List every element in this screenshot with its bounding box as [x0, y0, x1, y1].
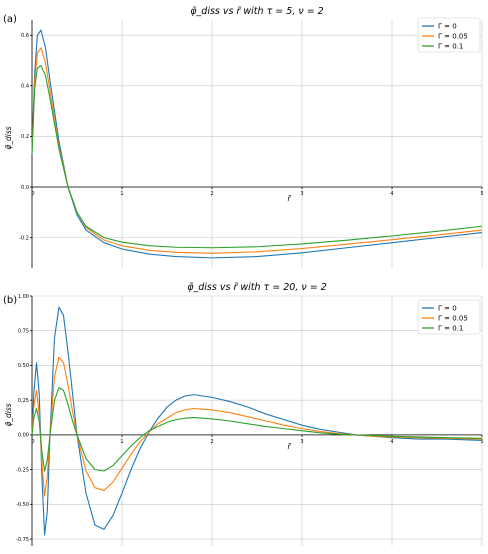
legend: Γ = 0 Γ = 0.05 Γ = 0.1: [417, 299, 481, 335]
legend-label-3: Γ = 0.1: [438, 43, 463, 51]
x-tick-label: 2: [210, 439, 213, 445]
y-tick-label: 0.00: [18, 433, 29, 439]
series-line-3: [31, 387, 483, 472]
x-tick-label: 4: [390, 191, 393, 197]
legend-label-3: Γ = 0.1: [438, 325, 463, 333]
y-axis-label: φ̃_diss: [4, 403, 13, 426]
y-tick-label: -0.2: [19, 235, 29, 241]
y-tick-label: 0.25: [18, 398, 29, 404]
y-tick-label: -0.25: [16, 467, 29, 473]
x-axis-label: r̃: [287, 442, 291, 451]
y-tick-label: 1.00: [18, 294, 29, 300]
legend-label-2: Γ = 0.05: [438, 33, 468, 41]
series-line-2: [31, 356, 483, 497]
x-axis-label: r̃: [287, 194, 291, 203]
y-tick-label: 0.50: [18, 363, 29, 369]
y-tick-label: -0.50: [16, 502, 29, 508]
series-line-3: [31, 65, 483, 249]
legend: Γ = 0 Γ = 0.05 Γ = 0.1: [417, 17, 481, 53]
x-tick-label: 5: [480, 191, 483, 197]
y-tick-label: 0.6: [21, 33, 29, 39]
panel-label: (b): [3, 295, 17, 306]
x-tick-label: 3: [300, 191, 303, 197]
x-tick-label: 3: [300, 439, 303, 445]
chart-panel-2: 0 1 2 3 4 5 1.00 0.75 0.50 0.25 0.00 -0.25 -0.50 -0.7…: [3, 282, 484, 546]
y-axis-label: φ̃_diss: [4, 126, 13, 149]
x-tick-label: 1: [120, 191, 123, 197]
series-line-1: [31, 306, 483, 536]
x-tick-label: 1: [120, 439, 123, 445]
y-tick-label: 0.2: [21, 134, 29, 140]
series-line-1: [31, 29, 483, 259]
x-tick-label: 0: [31, 439, 34, 445]
series-line-2: [31, 47, 483, 254]
chart-title: φ̃_diss vs r̃ with τ = 20, ν = 2: [187, 282, 327, 293]
chart-panel-1: 0 1 2 3 4 5 0.6 0.4 0.2 0.0 -0.2 φ̃_diss vs r̃ with…: [3, 6, 484, 268]
x-tick-label: 2: [210, 191, 213, 197]
y-tick-label: 0.0: [21, 185, 29, 191]
legend-label-1: Γ = 0: [438, 305, 457, 313]
x-tick-label: 5: [480, 439, 483, 445]
y-tick-label: 0.4: [21, 84, 29, 90]
x-tick-label: 4: [390, 439, 393, 445]
y-tick-label: -0.75: [16, 537, 29, 543]
legend-label-2: Γ = 0.05: [438, 315, 468, 323]
x-tick-label: 0: [31, 191, 34, 197]
panel-label: (a): [3, 14, 17, 25]
chart-title: φ̃_diss vs r̃ with τ = 5, ν = 2: [190, 6, 323, 17]
y-tick-label: 0.75: [18, 329, 29, 335]
legend-label-1: Γ = 0: [438, 23, 457, 31]
